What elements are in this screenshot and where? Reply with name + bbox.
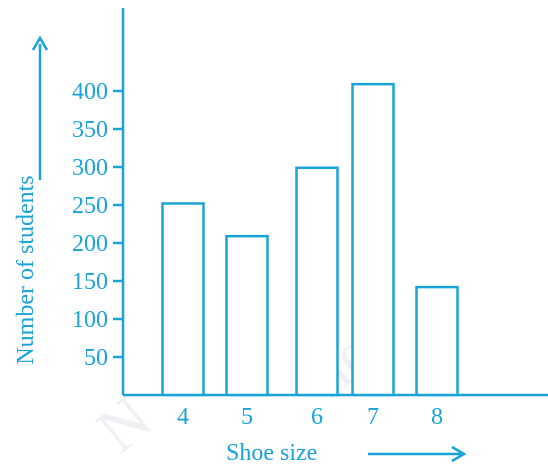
bar-7 — [351, 82, 395, 397]
bars — [161, 82, 459, 397]
bar-8 — [415, 285, 459, 397]
y-tick-label: 100 — [72, 307, 108, 333]
y-axis-title-group: Number of students — [13, 35, 49, 365]
category-labels: 4 5 6 7 8 — [177, 404, 443, 430]
y-tick-label: 300 — [72, 155, 108, 181]
x-tick-label: 8 — [431, 404, 443, 430]
y-tick-label: 400 — [72, 79, 108, 105]
bar-6 — [295, 166, 339, 397]
y-tick-label: 250 — [72, 193, 108, 219]
y-axis-title: Number of students — [13, 175, 39, 364]
x-axis-arrowhead-icon — [451, 445, 467, 463]
x-axis-title-group: Shoe size — [226, 440, 467, 466]
y-tick-label: 350 — [72, 117, 108, 143]
x-axis-title: Shoe size — [226, 440, 317, 466]
x-tick-label: 6 — [311, 404, 323, 430]
x-tick-label: 7 — [367, 404, 379, 430]
bar-5 — [225, 234, 269, 397]
y-ticks: 50 100 150 200 250 300 350 400 — [72, 79, 123, 371]
x-tick-label: 5 — [241, 404, 253, 430]
y-tick-label: 50 — [84, 345, 108, 371]
y-tick-label: 200 — [72, 231, 108, 257]
y-axis-arrowhead-icon — [31, 35, 49, 51]
x-tick-label: 4 — [177, 404, 189, 430]
bar-4 — [161, 202, 205, 397]
y-tick-label: 150 — [72, 269, 108, 295]
